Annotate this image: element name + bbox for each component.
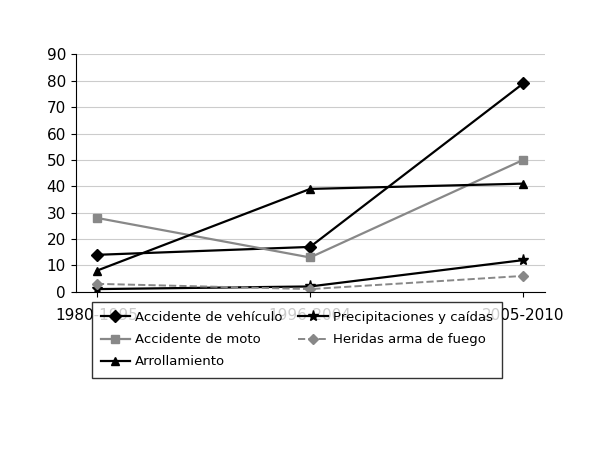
Precipitaciones y caídas — [306, 284, 313, 289]
Accidente de moto — [520, 157, 527, 163]
Line: Heridas arma de fuego: Heridas arma de fuego — [93, 272, 527, 292]
Accidente de moto — [93, 215, 100, 221]
Accidente de vehículo — [306, 244, 313, 250]
Line: Accidente de vehículo: Accidente de vehículo — [93, 79, 528, 259]
Arrollamiento — [520, 181, 527, 187]
Heridas arma de fuego — [93, 281, 100, 286]
Precipitaciones y caídas — [93, 286, 100, 292]
Heridas arma de fuego — [520, 273, 527, 279]
Line: Accidente de moto: Accidente de moto — [93, 156, 528, 262]
Legend: Accidente de vehículo, Accidente de moto, Arrollamiento, Precipitaciones y caída: Accidente de vehículo, Accidente de moto… — [91, 301, 502, 378]
Line: Precipitaciones y caídas: Precipitaciones y caídas — [91, 255, 529, 295]
Accidente de vehículo — [93, 252, 100, 257]
Accidente de vehículo — [520, 81, 527, 86]
Line: Arrollamiento: Arrollamiento — [93, 179, 528, 275]
Precipitaciones y caídas — [520, 257, 527, 263]
Arrollamiento — [306, 186, 313, 192]
Heridas arma de fuego — [306, 286, 313, 292]
Arrollamiento — [93, 268, 100, 273]
Accidente de moto — [306, 255, 313, 260]
